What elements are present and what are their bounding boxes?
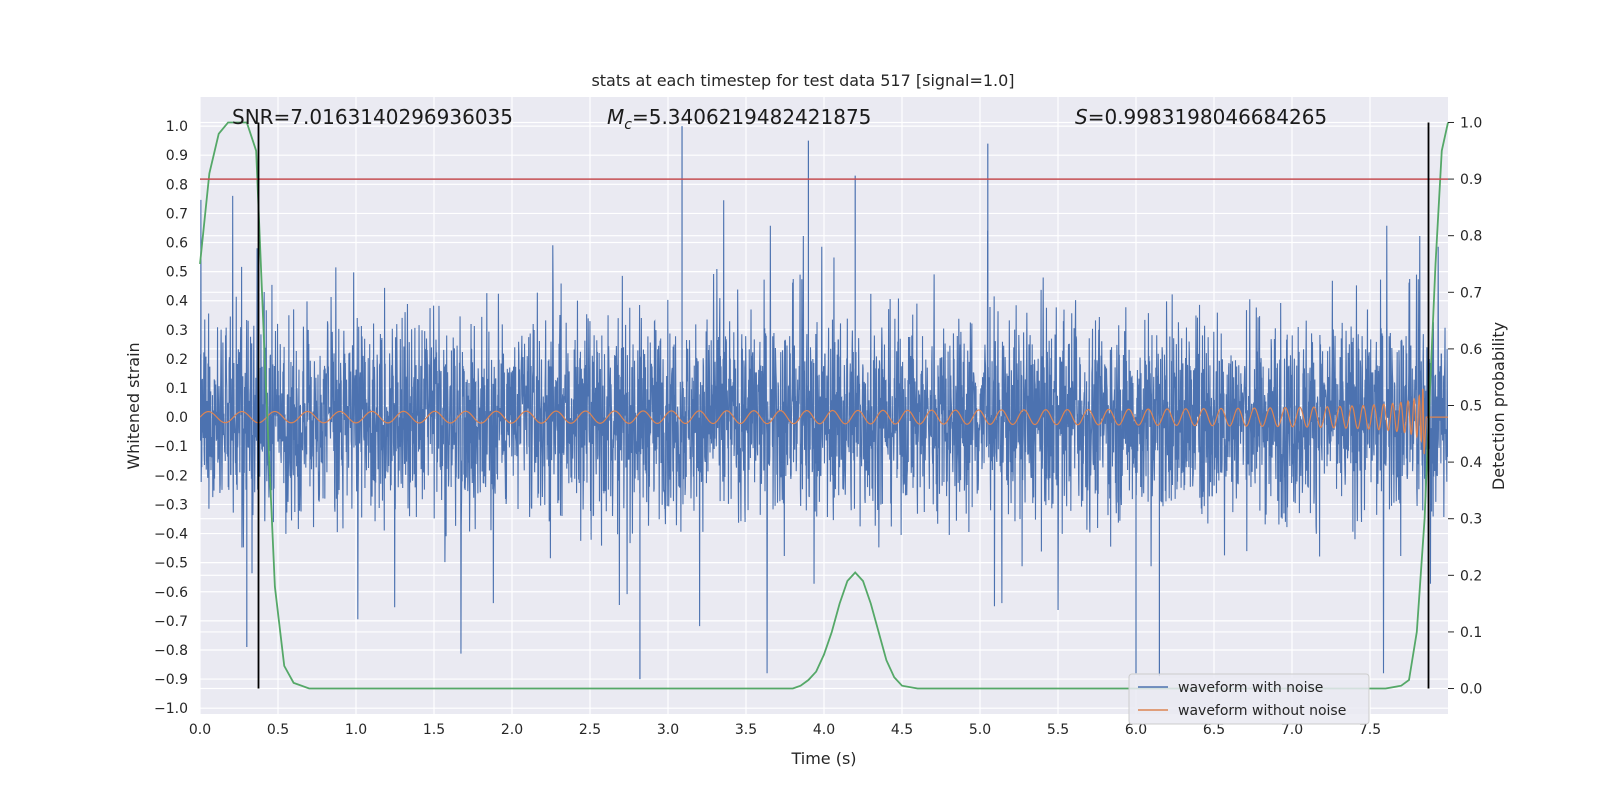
x-tick-label: 0.0 [189,722,211,738]
x-tick-label: 2.0 [501,722,523,738]
x-tick-label: 3.5 [735,722,757,738]
y-tick-label: 0.1 [166,381,188,397]
y-right-tick-label: 0.0 [1460,682,1482,698]
series-detection-probability [199,121,1449,690]
s-annotation: S=0.9983198046684265 [1075,105,1327,129]
probability-trace [199,121,1449,690]
y-axis-ticks: 1.0 0.9 0.8 0.7 0.6 0.5 0.4 0.3 0.2 0.1 0.0 −0.1 −0.… [154,119,188,717]
s-value: =0.9983198046684265 [1088,105,1327,129]
x-tick-label: 7.0 [1281,722,1303,738]
x-tick-label: 4.5 [891,722,913,738]
y-tick-label: −1.0 [154,701,188,717]
y-tick-label: −0.4 [154,527,188,543]
series-waveform-without-noise [200,388,1448,455]
y-right-tick-label: 0.8 [1460,229,1482,245]
x-tick-label: 7.5 [1359,722,1381,738]
y-tick-label: 0.4 [166,294,188,310]
chirp-mass-symbol: M [607,105,624,129]
reference-lines [200,122,1448,689]
legend-label-noise: waveform with noise [1178,680,1323,696]
y-tick-label: 0.9 [166,148,188,164]
x-tick-label: 0.5 [267,722,289,738]
legend-label-clean: waveform without noise [1178,703,1346,719]
y-right-tick-label: 0.3 [1460,512,1482,528]
x-tick-label: 1.5 [423,722,445,738]
y-tick-label: 1.0 [166,119,188,135]
chirp-mass-annotation: Mc=5.3406219482421875 [607,105,871,133]
y-tick-label: −0.8 [154,643,188,659]
x-axis-label: Time (s) [790,749,856,768]
y-tick-label: 0.7 [166,206,188,222]
x-tick-label: 1.0 [345,722,367,738]
x-tick-label: 6.0 [1125,722,1147,738]
y-right-tick-label: 0.9 [1460,172,1482,188]
y-right-tick-label: 0.1 [1460,625,1482,641]
x-tick-label: 6.5 [1203,722,1225,738]
x-tick-label: 5.0 [969,722,991,738]
y-tick-label: −0.7 [154,614,188,630]
y-right-tick-label: 0.2 [1460,568,1482,584]
series-waveform-with-noise [200,126,1448,680]
y-right-tick-label: 0.5 [1460,399,1482,415]
y-tick-label: −0.9 [154,672,188,688]
y-tick-label: 0.2 [166,352,188,368]
y-tick-label: −0.3 [154,497,188,513]
y-right-axis-ticks: 1.0 0.9 0.8 0.7 0.6 0.5 0.4 0.3 0.2 0.1 0.0 [1448,115,1482,698]
y-tick-label: 0.3 [166,323,188,339]
x-tick-label: 3.0 [657,722,679,738]
x-tick-label: 2.5 [579,722,601,738]
s-symbol: S [1075,105,1088,129]
y-right-tick-label: 0.4 [1460,455,1482,471]
chart-title: stats at each timestep for test data 517… [591,71,1014,90]
x-tick-label: 5.5 [1047,722,1069,738]
y-tick-label: −0.6 [154,585,188,601]
clean-trace [200,388,1448,455]
y-axis-label: Whitened strain [124,342,143,469]
y-tick-label: 0.6 [166,236,188,252]
y-right-tick-label: 0.6 [1460,342,1482,358]
chirp-mass-value: =5.3406219482421875 [632,105,871,129]
noise-trace [200,195,1448,674]
legend: waveform with noise waveform without noi… [1128,673,1370,725]
legend-box [1128,673,1370,725]
y-tick-label: −0.1 [154,439,188,455]
y-right-tick-label: 0.7 [1460,285,1482,301]
x-axis-ticks: 0.0 0.5 1.0 1.5 2.0 2.5 3.0 3.5 4.0 4.5 5.0 5.5 6.0 6… [189,722,1381,738]
y-tick-label: 0.5 [166,265,188,281]
y-tick-label: −0.2 [154,468,188,484]
x-tick-label: 4.0 [813,722,835,738]
y-tick-label: 0.8 [166,177,188,193]
snr-annotation: SNR=7.0163140296936035 [232,105,513,129]
y-right-tick-label: 1.0 [1460,115,1482,131]
y-tick-label: 0.0 [166,410,188,426]
y-tick-label: −0.5 [154,556,188,572]
y-right-axis-label: Detection probability [1489,322,1508,490]
chirp-mass-subscript: c [624,117,632,133]
